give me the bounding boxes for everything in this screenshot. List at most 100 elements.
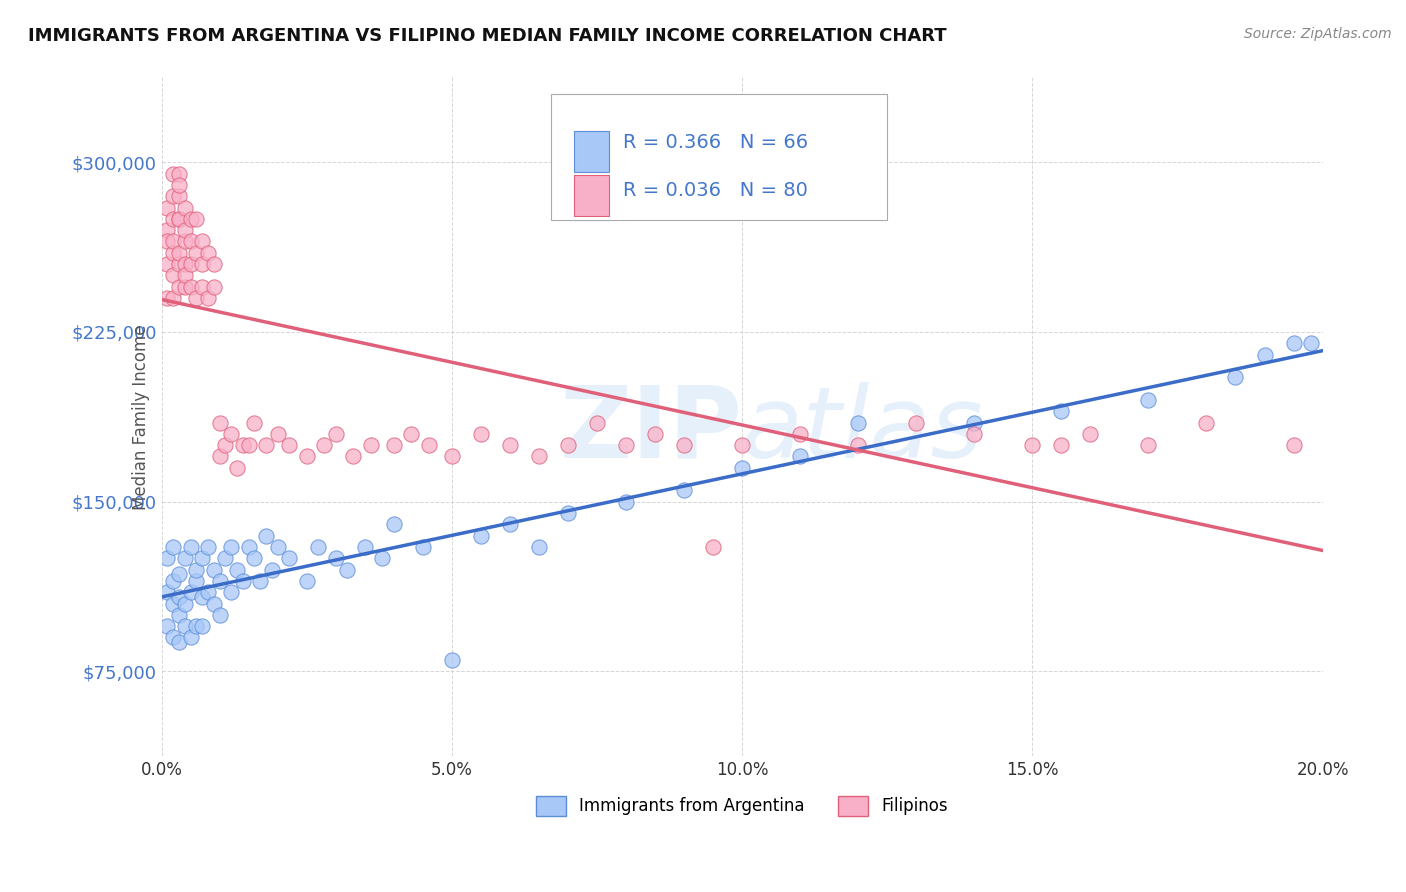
Point [167,590,190,604]
Point [167,167,190,181]
Point [1299,336,1322,351]
Point [167,567,190,582]
Point [307,540,329,554]
Point [162,268,184,283]
Point [191,279,214,293]
Point [202,257,225,271]
Point [399,426,422,441]
Point [644,426,666,441]
Point [156,201,179,215]
Point [226,563,249,577]
Point [186,563,208,577]
Text: R = 0.036   N = 80: R = 0.036 N = 80 [623,181,807,200]
Point [180,585,202,599]
Point [1225,370,1247,384]
Point [156,619,179,633]
Point [243,416,266,430]
Point [173,201,195,215]
Point [167,279,190,293]
Point [963,426,986,441]
Point [167,607,190,622]
Point [162,167,184,181]
Point [314,438,336,452]
Point [167,211,190,226]
Text: R = 0.366   N = 66: R = 0.366 N = 66 [623,134,807,153]
Point [191,235,214,249]
Point [470,528,492,542]
Point [254,528,277,542]
Text: Source: ZipAtlas.com: Source: ZipAtlas.com [1244,27,1392,41]
Point [1050,404,1073,418]
Point [353,540,375,554]
Point [557,438,579,452]
Point [162,597,184,611]
Point [673,438,696,452]
Point [173,279,195,293]
Point [846,438,869,452]
Point [360,438,382,452]
Point [267,540,290,554]
Point [167,257,190,271]
Point [846,416,869,430]
Point [191,257,214,271]
Point [162,189,184,203]
Point [1080,426,1102,441]
Point [156,551,179,566]
Point [614,494,637,508]
Point [267,426,290,441]
Point [202,563,225,577]
Point [557,506,579,520]
Point [208,450,231,464]
Point [156,235,179,249]
Point [499,438,522,452]
Point [162,291,184,305]
Point [186,245,208,260]
Point [156,223,179,237]
Point [180,257,202,271]
Point [180,279,202,293]
Point [527,450,550,464]
Y-axis label: Median Family Income: Median Family Income [132,324,150,509]
Point [382,438,405,452]
Point [1050,438,1073,452]
Point [1282,438,1305,452]
Point [208,416,231,430]
Point [1137,392,1160,407]
Point [173,235,195,249]
Point [219,585,242,599]
Point [162,540,184,554]
Point [249,574,271,588]
Point [197,585,219,599]
Point [789,426,811,441]
Point [470,426,492,441]
Point [180,631,202,645]
Point [173,268,195,283]
Point [173,551,195,566]
Point [371,551,394,566]
Point [905,416,928,430]
Point [156,257,179,271]
Point [202,279,225,293]
Point [336,563,359,577]
FancyBboxPatch shape [551,95,887,220]
Point [208,607,231,622]
Point [173,223,195,237]
Legend: Immigrants from Argentina, Filipinos: Immigrants from Argentina, Filipinos [529,789,955,822]
Point [418,438,440,452]
Point [202,597,225,611]
Point [673,483,696,498]
Point [325,426,347,441]
Point [162,245,184,260]
Point [1195,416,1218,430]
Point [278,551,301,566]
Point [731,460,754,475]
Text: IMMIGRANTS FROM ARGENTINA VS FILIPINO MEDIAN FAMILY INCOME CORRELATION CHART: IMMIGRANTS FROM ARGENTINA VS FILIPINO ME… [28,27,946,45]
Point [180,211,202,226]
Point [238,540,260,554]
Point [226,460,249,475]
Point [254,438,277,452]
Point [186,291,208,305]
Point [214,438,236,452]
Point [219,426,242,441]
Point [295,574,318,588]
